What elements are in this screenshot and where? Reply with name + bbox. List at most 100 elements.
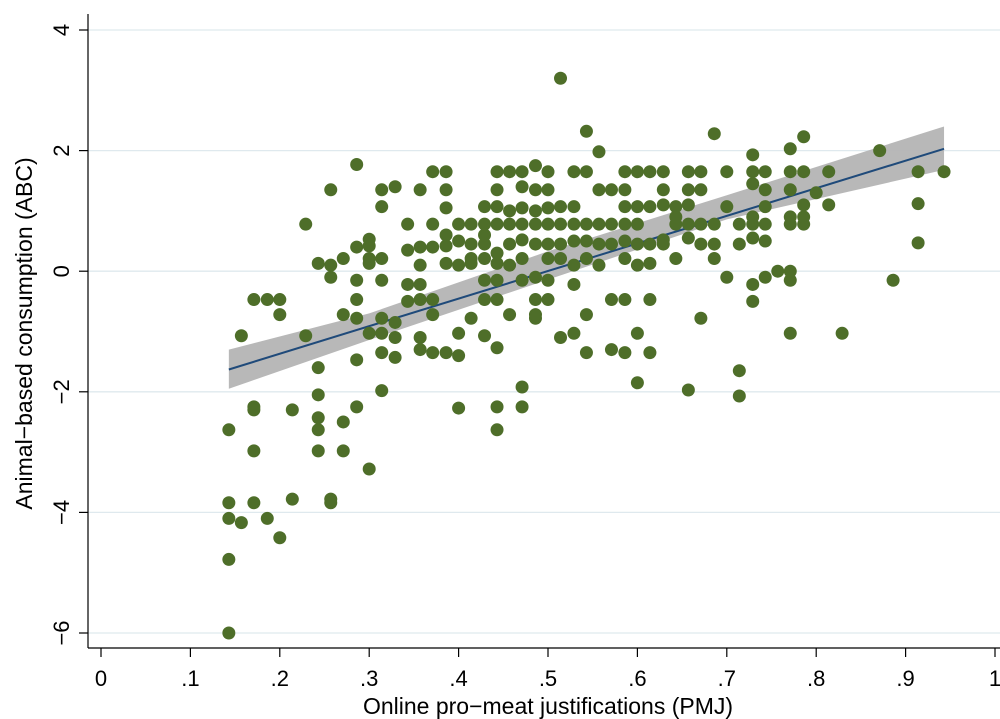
data-point [528,270,542,284]
data-point [426,165,440,179]
data-point [350,400,364,414]
data-point [669,210,683,224]
data-point [515,380,529,394]
data-point [515,252,529,266]
data-point [746,231,760,245]
data-point [746,165,760,179]
data-point [478,217,492,231]
data-point [835,326,849,340]
y-axis-title: Animal−based consumption (ABC) [11,157,37,509]
data-point [643,293,657,307]
data-point [681,198,695,212]
data-point [732,237,746,251]
data-point [783,142,797,156]
data-point [375,273,389,287]
data-point [515,273,529,287]
data-point [656,165,670,179]
data-point [567,200,581,214]
data-point [630,376,644,390]
data-point [732,217,746,231]
y-axis-ticks: −6 −4 −2 0 2 4 [49,24,88,646]
data-point [247,400,261,414]
data-point [439,201,453,215]
data-point [694,217,708,231]
data-point [758,183,772,197]
data-point [592,145,606,159]
data-point [746,294,760,308]
data-point [528,183,542,197]
data-point [567,277,581,291]
data-point [388,350,402,364]
data-point [362,462,376,476]
data-point [490,246,504,260]
data-point [567,217,581,231]
data-point [783,264,797,278]
data-point [681,165,695,179]
data-point [464,252,478,266]
data-point [490,423,504,437]
data-point [503,258,517,272]
data-point [707,217,721,231]
x-tick-label: .7 [718,666,736,691]
data-point [311,411,325,425]
data-point [579,165,593,179]
data-point [490,400,504,414]
data-point [604,217,618,231]
data-point [490,341,504,355]
data-point [541,293,555,307]
data-point [413,293,427,307]
data-point [669,252,683,266]
data-point [273,531,287,545]
data-point [630,237,644,251]
data-point [630,200,644,214]
x-tick-label: .5 [539,666,557,691]
data-point [911,165,925,179]
data-point [618,200,632,214]
data-point [375,252,389,266]
data-point [503,308,517,322]
data-point [478,252,492,266]
data-point [797,165,811,179]
data-point [413,183,427,197]
data-point [426,346,440,360]
data-point [618,165,632,179]
data-point [350,273,364,287]
data-point [222,423,236,437]
data-point [669,200,683,214]
data-point [554,71,568,85]
data-point [694,237,708,251]
data-point [285,403,299,417]
x-tick-label: 1 [989,666,1000,691]
data-point [311,388,325,402]
data-point [618,346,632,360]
data-point [452,234,466,248]
data-point [464,237,478,251]
x-tick-label: .1 [181,666,199,691]
data-point [618,217,632,231]
data-point [452,326,466,340]
data-point [720,200,734,214]
data-point [375,200,389,214]
data-point [247,293,261,307]
data-point [426,308,440,322]
data-point [783,273,797,287]
data-point [285,492,299,506]
data-point [413,343,427,357]
x-axis-title: Online pro−meat justifications (PMJ) [363,693,733,719]
data-point [579,234,593,248]
gridlines [88,29,1000,634]
data-point [604,183,618,197]
x-tick-label: .3 [360,666,378,691]
x-tick-label: 0 [95,666,107,691]
x-tick-label: .8 [807,666,825,691]
data-point [681,217,695,231]
x-tick-label: .9 [896,666,914,691]
data-point [758,217,772,231]
data-point [336,308,350,322]
data-point [388,331,402,345]
data-point [797,210,811,224]
data-point [324,270,338,284]
data-point [222,626,236,640]
data-point [541,165,555,179]
data-point [554,200,568,214]
